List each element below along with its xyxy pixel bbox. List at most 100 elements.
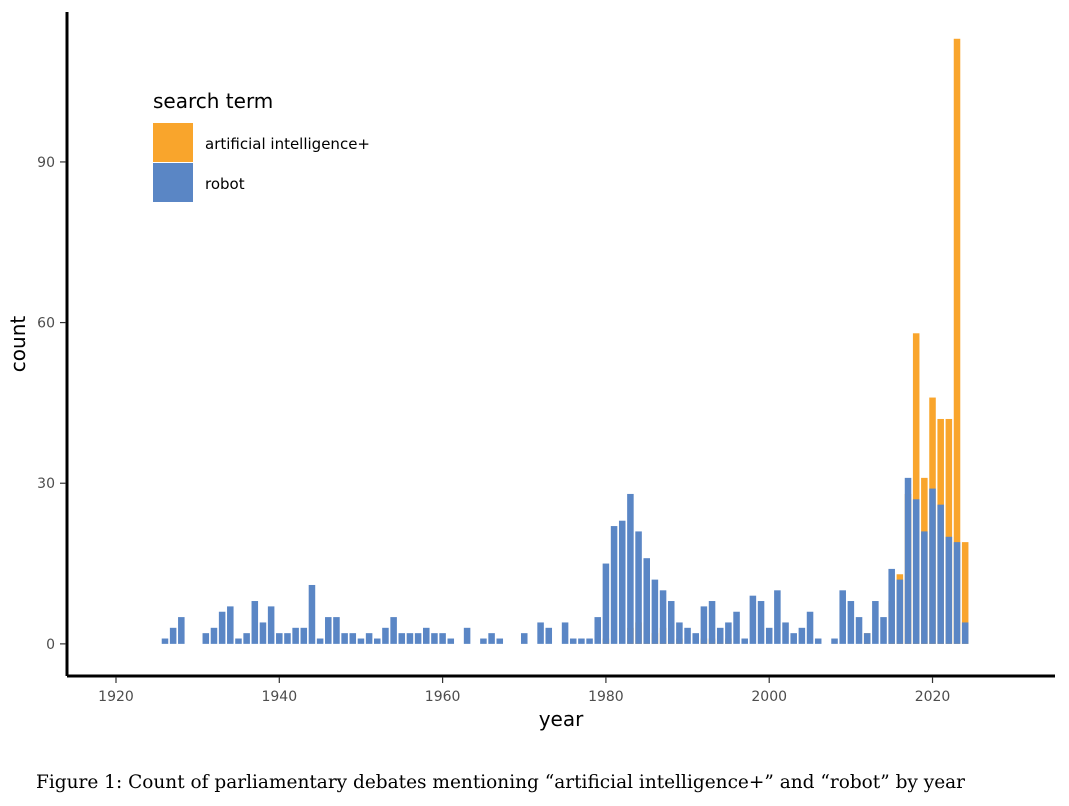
bar-robot-1975 [561, 622, 569, 644]
bar-robot-1985 [643, 558, 650, 644]
bar-robot-2013 [872, 601, 879, 644]
bar-robot-2015 [888, 568, 895, 644]
x-tick-label-1960: 1960 [425, 689, 461, 705]
bar-artificial-intelligence-2022 [945, 418, 953, 644]
bar-robot-2003 [790, 633, 797, 644]
bar-robot-1972 [537, 622, 544, 644]
legend: search term artificial intelligence+ robo… [153, 89, 370, 202]
bar-robot-1960 [439, 633, 446, 644]
bar-robot-1949 [349, 633, 357, 644]
bar-robot-1965 [480, 638, 487, 644]
bar-robot-2012 [863, 633, 871, 644]
bar-robot-2016 [896, 579, 904, 644]
bar-robot-1938 [259, 622, 267, 644]
x-tick-label-1940: 1940 [261, 689, 297, 705]
figure-caption: Figure 1: Count of parliamentary debates… [36, 772, 966, 793]
bar-robot-2020 [929, 488, 936, 644]
bar-robot-1947 [333, 617, 340, 644]
bar-robot-1992 [700, 606, 708, 644]
axes-layer [65, 12, 1055, 678]
bar-robot-2009 [839, 590, 846, 644]
bar-robot-1948 [341, 633, 348, 644]
bar-robot-1998 [749, 595, 757, 644]
bar-robot-1935 [235, 638, 242, 644]
bar-artificial-intelligence-2018 [912, 333, 920, 644]
legend-swatch-robot [153, 163, 193, 202]
bar-robot-2011 [855, 617, 863, 644]
bar-artificial-intelligence-2024 [961, 542, 969, 644]
bar-robot-2008 [831, 638, 838, 644]
legend-items: artificial intelligence+ robot [153, 123, 370, 202]
bar-robot-1997 [741, 638, 748, 644]
bar-robot-1982 [618, 520, 626, 644]
bar-robot-1991 [692, 633, 699, 644]
bar-robot-2005 [806, 611, 814, 644]
bar-robot-1978 [586, 638, 593, 644]
bar-robot-1944 [308, 584, 316, 644]
bar-robot-1941 [284, 633, 291, 644]
bar-robot-1977 [578, 638, 585, 644]
x-axis-ticks: 1920 1940 1960 1980 2000 2020 [98, 677, 950, 705]
bar-robot-1937 [251, 601, 259, 644]
bar-robot-1999 [757, 601, 765, 644]
bar-robot-1953 [382, 627, 389, 644]
bar-robot-1945 [316, 638, 324, 644]
bar-chart: 1920 1940 1960 1980 2000 2020 0 30 60 90 year co… [6, 12, 1055, 731]
bar-robot-1934 [227, 606, 234, 644]
bar-robot-1951 [365, 633, 373, 644]
y-tick-label-90: 90 [37, 155, 55, 171]
bar-artificial-intelligence-2023 [953, 38, 961, 644]
bar-robot-1943 [300, 627, 308, 644]
bar-robot-1980 [602, 563, 610, 644]
bar-robot-1989 [676, 622, 683, 644]
y-tick-label-30: 30 [37, 476, 55, 492]
bar-robot-1959 [431, 633, 438, 644]
y-axis-ticks: 0 30 60 90 [37, 155, 66, 653]
y-tick-label-0: 0 [46, 637, 55, 653]
bar-robot-1983 [627, 493, 634, 644]
bar-robot-1942 [292, 627, 299, 644]
legend-title: search term [153, 89, 273, 113]
y-tick-label-60: 60 [37, 316, 55, 332]
legend-swatch-artificial-intelligence [153, 123, 193, 162]
bar-robot-1970 [520, 633, 528, 644]
bar-robot-1936 [243, 633, 250, 644]
bar-robot-2002 [782, 622, 789, 644]
bar-robot-1926 [161, 638, 169, 644]
bar-robot-2017 [904, 477, 912, 644]
bar-robot-2000 [765, 627, 773, 644]
bar-robot-1932 [210, 627, 218, 644]
bar-robot-1931 [202, 633, 210, 644]
bar-robot-1950 [357, 638, 365, 644]
bar-robot-1952 [374, 638, 381, 644]
bar-robot-1986 [651, 579, 659, 644]
bar-robot-2024 [961, 622, 969, 644]
bar-robot-2001 [774, 590, 781, 644]
bar-robot-2018 [912, 499, 920, 644]
bar-robot-1995 [725, 622, 732, 644]
legend-label-artificial-intelligence: artificial intelligence+ [205, 135, 370, 153]
bar-robot-1928 [178, 617, 185, 644]
bar-robot-1956 [406, 633, 414, 644]
bar-robot-2019 [921, 531, 928, 644]
bar-robot-1996 [733, 611, 740, 644]
bar-robot-2014 [880, 617, 887, 644]
bar-robot-1984 [635, 531, 642, 644]
bar-robot-1933 [218, 611, 226, 644]
bar-robot-1993 [708, 601, 716, 644]
bar-robot-1973 [545, 627, 553, 644]
bar-robot-1955 [398, 633, 406, 644]
bar-robot-2004 [798, 627, 806, 644]
bar-robot-2006 [814, 638, 822, 644]
bar-robot-1979 [594, 617, 602, 644]
x-tick-label-2000: 2000 [751, 689, 787, 705]
x-tick-label-1920: 1920 [98, 689, 134, 705]
bar-robot-1981 [610, 526, 618, 644]
bar-robot-1946 [325, 617, 332, 644]
legend-label-robot: robot [205, 175, 245, 193]
bar-robot-1976 [569, 638, 577, 644]
bar-robot-1958 [423, 627, 430, 644]
bars-layer [161, 38, 969, 644]
bar-robot-2010 [847, 601, 855, 644]
bar-robot-1957 [414, 633, 422, 644]
